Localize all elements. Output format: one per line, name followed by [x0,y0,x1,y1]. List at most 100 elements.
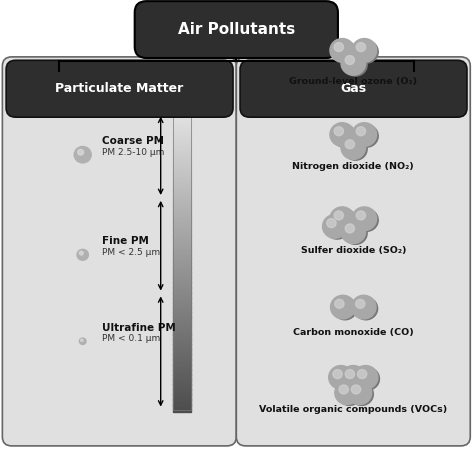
Text: Ultrafine PM: Ultrafine PM [101,323,175,333]
Circle shape [345,369,355,379]
Bar [173,190,191,193]
Bar [173,148,191,151]
Bar [173,314,191,318]
Bar [173,275,191,278]
Bar [173,402,191,404]
Bar [173,176,191,178]
Text: Sulfer dioxide (SO₂): Sulfer dioxide (SO₂) [301,246,406,255]
Bar [173,248,191,250]
Circle shape [356,368,380,390]
Circle shape [334,43,344,51]
Circle shape [81,339,83,341]
Circle shape [79,251,83,255]
Bar [173,379,191,382]
Circle shape [356,211,365,220]
Circle shape [333,125,356,147]
Circle shape [80,338,86,344]
Circle shape [354,297,378,320]
Bar [173,409,191,412]
Bar [173,374,191,377]
Bar [173,208,191,211]
Bar [173,327,191,330]
Bar [173,258,191,260]
Bar [173,357,191,360]
Bar [173,265,191,268]
Bar [173,136,191,139]
Circle shape [77,249,88,260]
Bar [173,114,191,410]
Circle shape [352,123,377,147]
Bar [173,260,191,263]
Bar [173,203,191,206]
Circle shape [347,381,372,404]
Bar [173,384,191,387]
Bar [173,397,191,399]
Bar [173,329,191,333]
Bar [173,300,191,303]
Circle shape [337,383,361,405]
Bar [173,133,191,136]
Bar [173,240,191,243]
Bar [173,362,191,365]
Bar [173,359,191,362]
Bar [173,238,191,241]
Bar [173,126,191,129]
Circle shape [356,43,365,51]
Text: Fine PM: Fine PM [101,236,148,246]
Circle shape [334,127,344,136]
Bar [173,198,191,201]
Bar [173,166,191,168]
Bar [173,178,191,181]
Bar [173,290,191,293]
Circle shape [352,39,377,62]
Circle shape [357,369,367,379]
Text: PM < 0.1 μm: PM < 0.1 μm [101,334,160,344]
Bar [173,342,191,345]
Bar [173,128,191,131]
Bar [173,118,191,121]
Bar [173,322,191,325]
Bar [173,245,191,248]
Bar [173,156,191,158]
Bar [173,200,191,203]
Circle shape [345,56,355,65]
Bar [173,349,191,352]
Circle shape [341,220,365,243]
Bar [173,161,191,163]
Bar [173,205,191,208]
Bar [173,113,191,116]
Bar [173,399,191,402]
Circle shape [327,218,336,228]
Bar [173,163,191,166]
Circle shape [330,39,355,62]
Circle shape [353,365,378,389]
Bar [173,268,191,270]
Bar [173,222,191,226]
Bar [173,173,191,176]
Bar [173,146,191,148]
Bar [173,287,191,290]
Bar [173,131,191,134]
Bar [173,220,191,223]
Circle shape [328,365,353,389]
Bar [173,185,191,188]
Bar [173,193,191,196]
Bar [173,171,191,173]
Circle shape [335,381,359,404]
Text: Particulate Matter: Particulate Matter [55,82,183,95]
Bar [173,278,191,280]
Bar [173,217,191,221]
Circle shape [335,299,344,308]
Text: Ground-level ozone (O₃): Ground-level ozone (O₃) [289,77,417,86]
Bar [173,302,191,305]
Bar [173,273,191,275]
FancyBboxPatch shape [240,61,467,117]
Bar [173,158,191,161]
Text: Volatile organic compounds (VOCs): Volatile organic compounds (VOCs) [259,405,447,414]
Bar [173,305,191,308]
Bar [173,153,191,156]
Circle shape [330,123,355,147]
Text: Coarse PM: Coarse PM [101,136,164,146]
Bar [173,188,191,191]
Bar [173,151,191,153]
